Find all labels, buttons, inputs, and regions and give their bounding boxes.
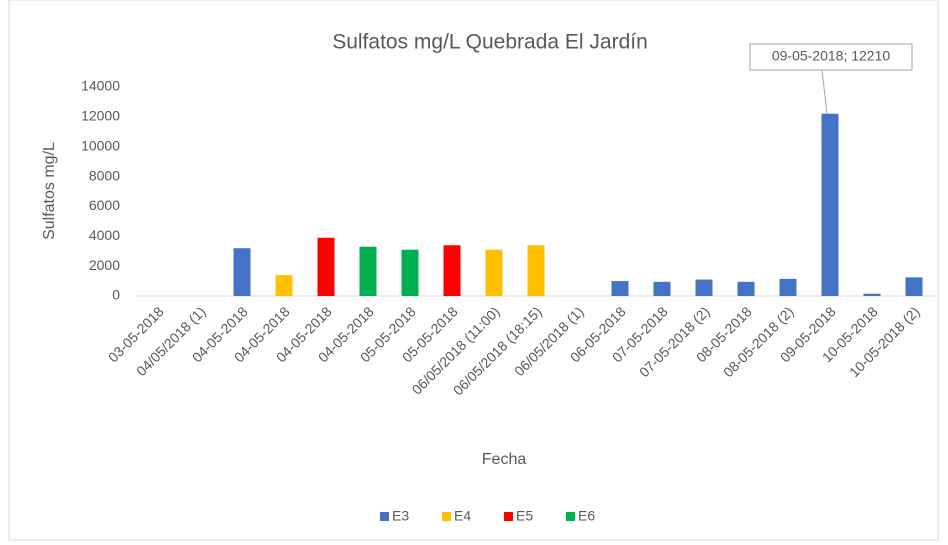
legend-label: E3 [392,508,409,524]
legend-swatch [380,512,389,521]
bar [443,245,461,296]
bar [695,279,713,296]
bar [401,249,419,296]
legend-swatch [504,512,513,521]
y-tick-label: 2000 [89,257,120,273]
y-tick-label: 12000 [81,108,120,124]
bar [527,245,545,296]
y-tick-label: 10000 [81,137,120,153]
legend-swatch [442,512,451,521]
chart-frame [8,0,939,541]
y-axis-label: Sulfatos mg/L [41,142,58,240]
bar [737,281,755,296]
bar [485,249,503,296]
bar [863,293,881,296]
legend-label: E5 [516,508,533,524]
chart-title: Sulfatos mg/L Quebrada El Jardín [332,31,648,54]
bar [779,278,797,296]
bar [275,275,293,296]
bar [233,248,251,296]
callout-leader [821,69,828,114]
y-tick-label: 0 [112,287,120,303]
y-tick-label: 6000 [89,197,120,213]
bar [821,113,839,297]
legend-label: E4 [454,508,471,524]
y-tick-label: 4000 [89,227,120,243]
bar [317,237,335,296]
legend-label: E6 [578,508,595,524]
x-axis-label: Fecha [482,451,527,468]
bar [653,281,671,296]
y-tick-label: 14000 [81,78,120,94]
bar [611,281,629,296]
data-label: 09-05-2018; 12210 [772,48,891,64]
bar [359,246,377,296]
legend-swatch [566,512,575,521]
callout-box [749,43,913,71]
y-tick-label: 8000 [89,167,120,183]
bar [905,277,923,296]
